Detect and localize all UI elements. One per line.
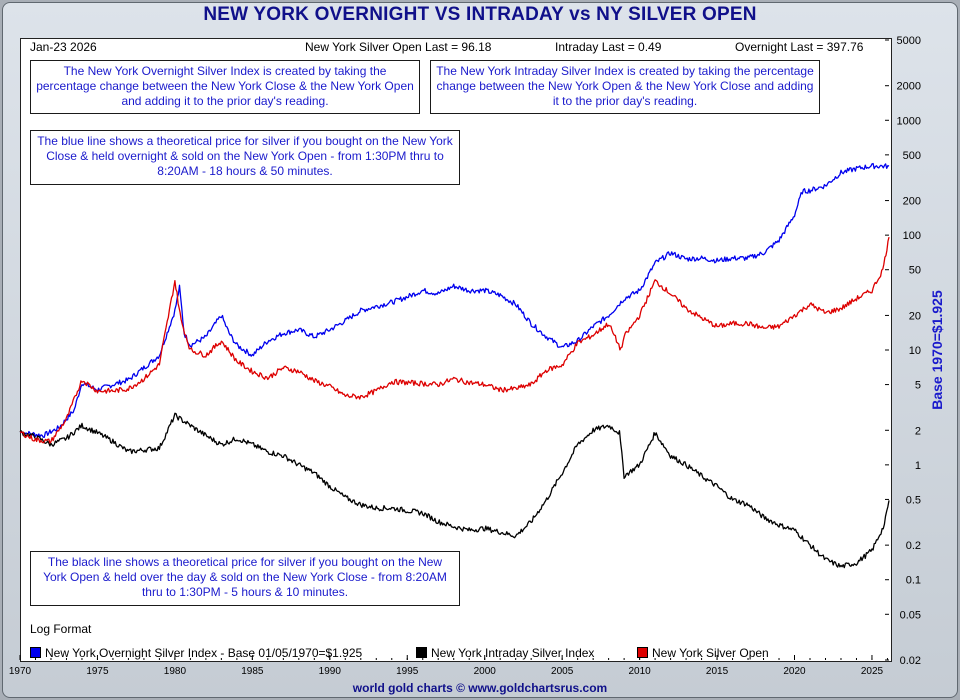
chart-title: NEW YORK OVERNIGHT VS INTRADAY vs NY SIL…	[203, 4, 757, 25]
legend-label-intraday: New York Intraday Silver Index	[431, 646, 595, 660]
chart-date: Jan-23 2026	[30, 40, 97, 54]
x-tick-label: 2020	[783, 666, 806, 677]
x-tick-label: 2010	[628, 666, 651, 677]
x-tick-label: 1970	[9, 666, 32, 677]
y-axis-label: Base 1970=$1.925	[929, 290, 945, 410]
y-tick-label: 0.05	[900, 609, 921, 621]
series-line-0	[19, 162, 890, 438]
legend-swatch-open	[637, 647, 648, 658]
y-tick-label: 1	[915, 460, 921, 472]
x-tick-label: 2025	[861, 666, 884, 677]
y-tick-label: 2000	[897, 81, 921, 93]
x-tick-label: 1980	[164, 666, 187, 677]
y-tick-label: 0.2	[906, 540, 921, 552]
y-tick-label: 200	[903, 196, 921, 208]
x-tick-label: 2000	[474, 666, 497, 677]
black-line-note: The black line shows a theoretical price…	[30, 551, 460, 606]
legend-label-overnight: New York Overnight Silver Index - Base 0…	[45, 646, 363, 660]
legend-item-open: New York Silver Open	[637, 646, 769, 660]
y-tick-label: 50	[909, 265, 921, 277]
y-tick-label: 0.1	[906, 575, 921, 587]
x-tick-label: 2015	[706, 666, 729, 677]
y-tick-label: 2	[915, 425, 921, 437]
y-tick-label: 0.02	[900, 655, 921, 667]
intraday-definition-note: The New York Intraday Silver Index is cr…	[430, 60, 820, 114]
y-tick-label: 1000	[897, 115, 921, 127]
legend-swatch-intraday	[416, 647, 427, 658]
x-tick-label: 1975	[86, 666, 109, 677]
x-tick-label: 2005	[551, 666, 574, 677]
overnight-last-readout: Overnight Last = 397.76	[735, 40, 864, 54]
legend-item-intraday: New York Intraday Silver Index	[416, 646, 594, 660]
x-tick-label: 1985	[241, 666, 264, 677]
series-line-2	[19, 236, 890, 444]
legend-swatch-overnight	[30, 647, 41, 658]
y-tick-label: 500	[903, 150, 921, 162]
log-format-label: Log Format	[30, 622, 92, 636]
legend-label-open: New York Silver Open	[652, 646, 769, 660]
blue-line-note: The blue line shows a theoretical price …	[30, 130, 460, 185]
footer-credit: world gold charts © www.goldchartsrus.co…	[352, 681, 608, 695]
y-tick-label: 5	[915, 380, 921, 392]
y-tick-label: 5000	[897, 35, 921, 47]
x-tick-label: 1990	[319, 666, 342, 677]
y-tick-label: 0.5	[906, 494, 921, 506]
legend-item-overnight: New York Overnight Silver Index - Base 0…	[30, 646, 362, 660]
open-last-readout: New York Silver Open Last = 96.18	[305, 40, 492, 54]
intraday-last-readout: Intraday Last = 0.49	[555, 40, 662, 54]
y-tick-label: 10	[909, 345, 921, 357]
overnight-definition-note: The New York Overnight Silver Index is c…	[30, 60, 420, 114]
y-tick-label: 20	[909, 310, 921, 322]
y-tick-label: 100	[903, 230, 921, 242]
series-line-1	[19, 412, 890, 569]
x-tick-label: 1995	[396, 666, 419, 677]
